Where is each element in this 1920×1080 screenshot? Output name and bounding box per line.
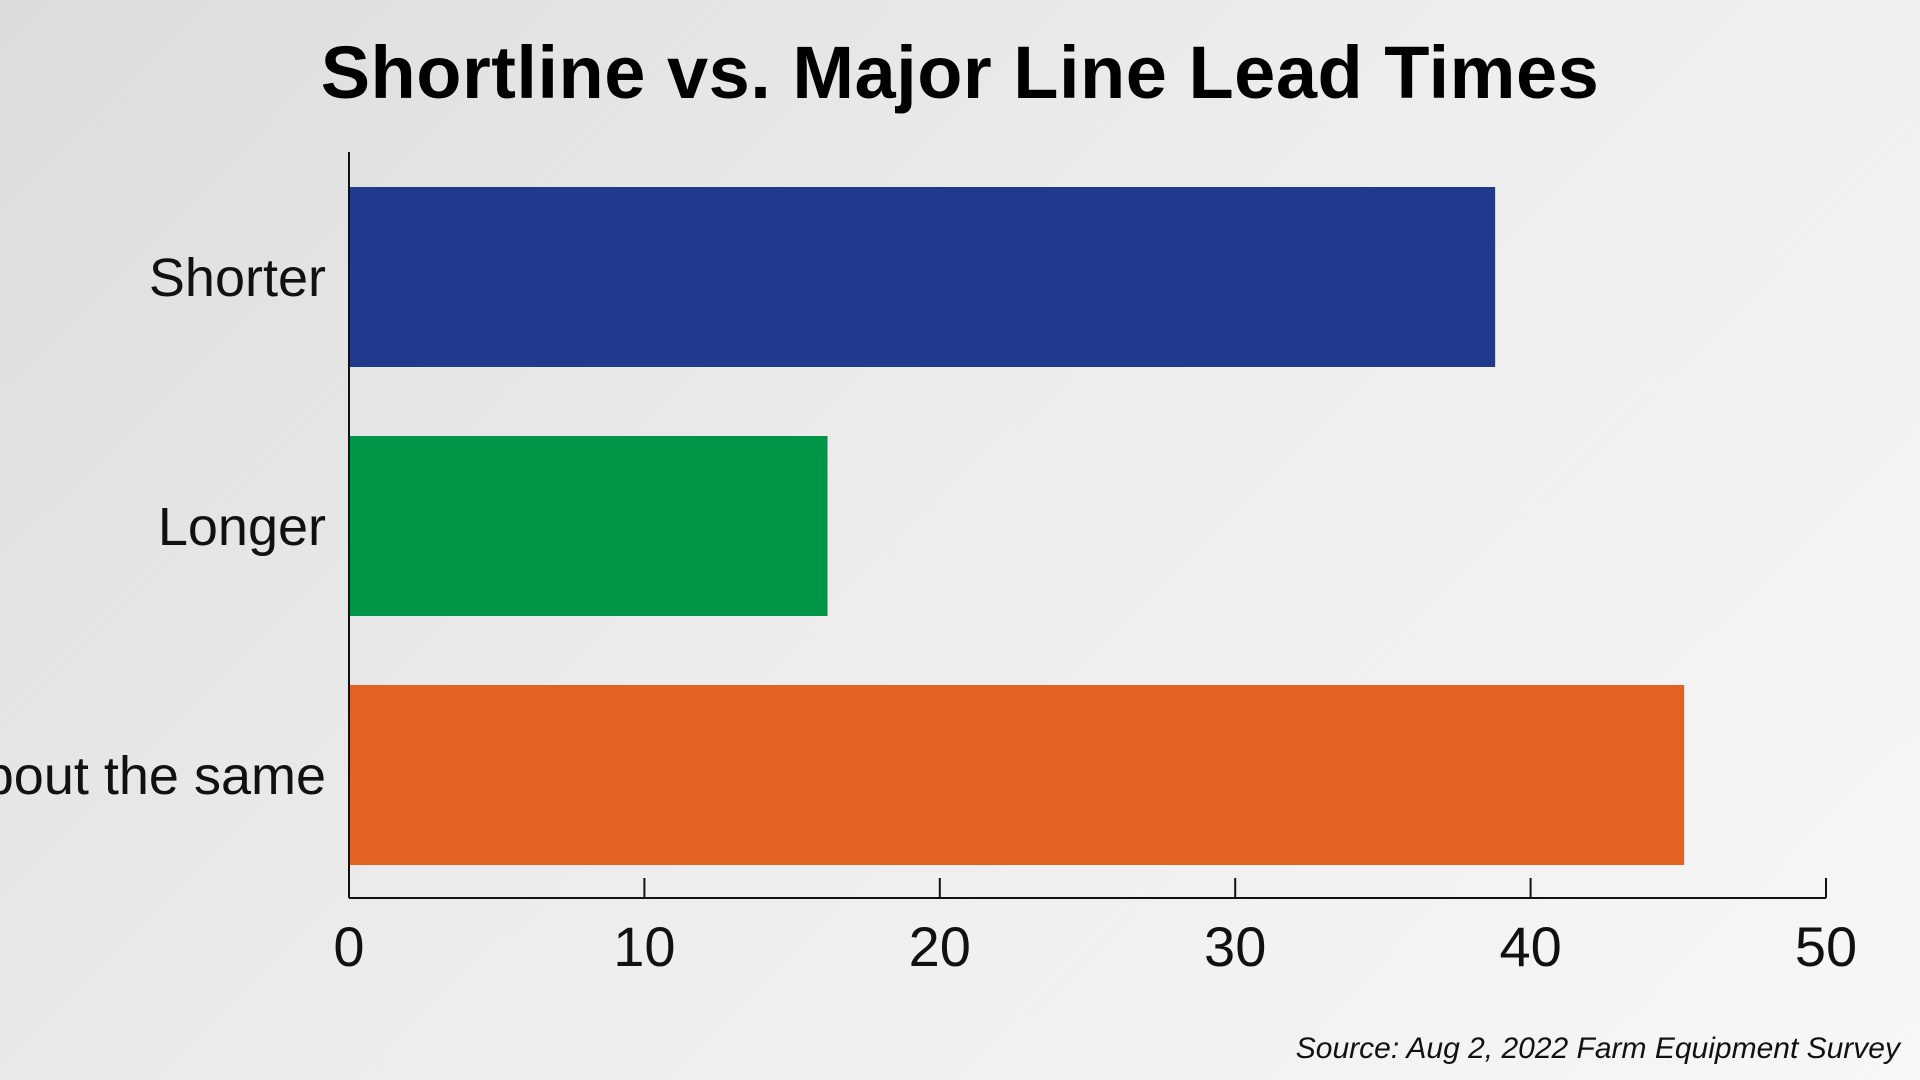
x-tick-label: 20	[909, 915, 971, 978]
axes: 0 10 20 30 40 50	[333, 152, 1857, 978]
category-label: Longer	[158, 497, 326, 557]
bars-layer	[349, 187, 1685, 865]
x-tick-label: 10	[613, 915, 675, 978]
category-label: About the same	[0, 746, 326, 806]
source-note: Source: Aug 2, 2022 Farm Equipment Surve…	[1295, 1032, 1900, 1065]
x-tick-label: 30	[1204, 915, 1266, 978]
chart-title: Shortline vs. Major Line Lead Times	[320, 31, 1600, 114]
x-tick-label: 0	[333, 915, 364, 978]
bar-longer	[349, 436, 828, 616]
category-labels: Shorter Longer About the same	[0, 248, 326, 806]
bar-shorter	[349, 187, 1496, 367]
category-label: Shorter	[149, 248, 326, 308]
x-tick-label: 50	[1795, 915, 1857, 978]
x-tick-label: 40	[1499, 915, 1561, 978]
bar-about-the-same	[349, 685, 1685, 865]
